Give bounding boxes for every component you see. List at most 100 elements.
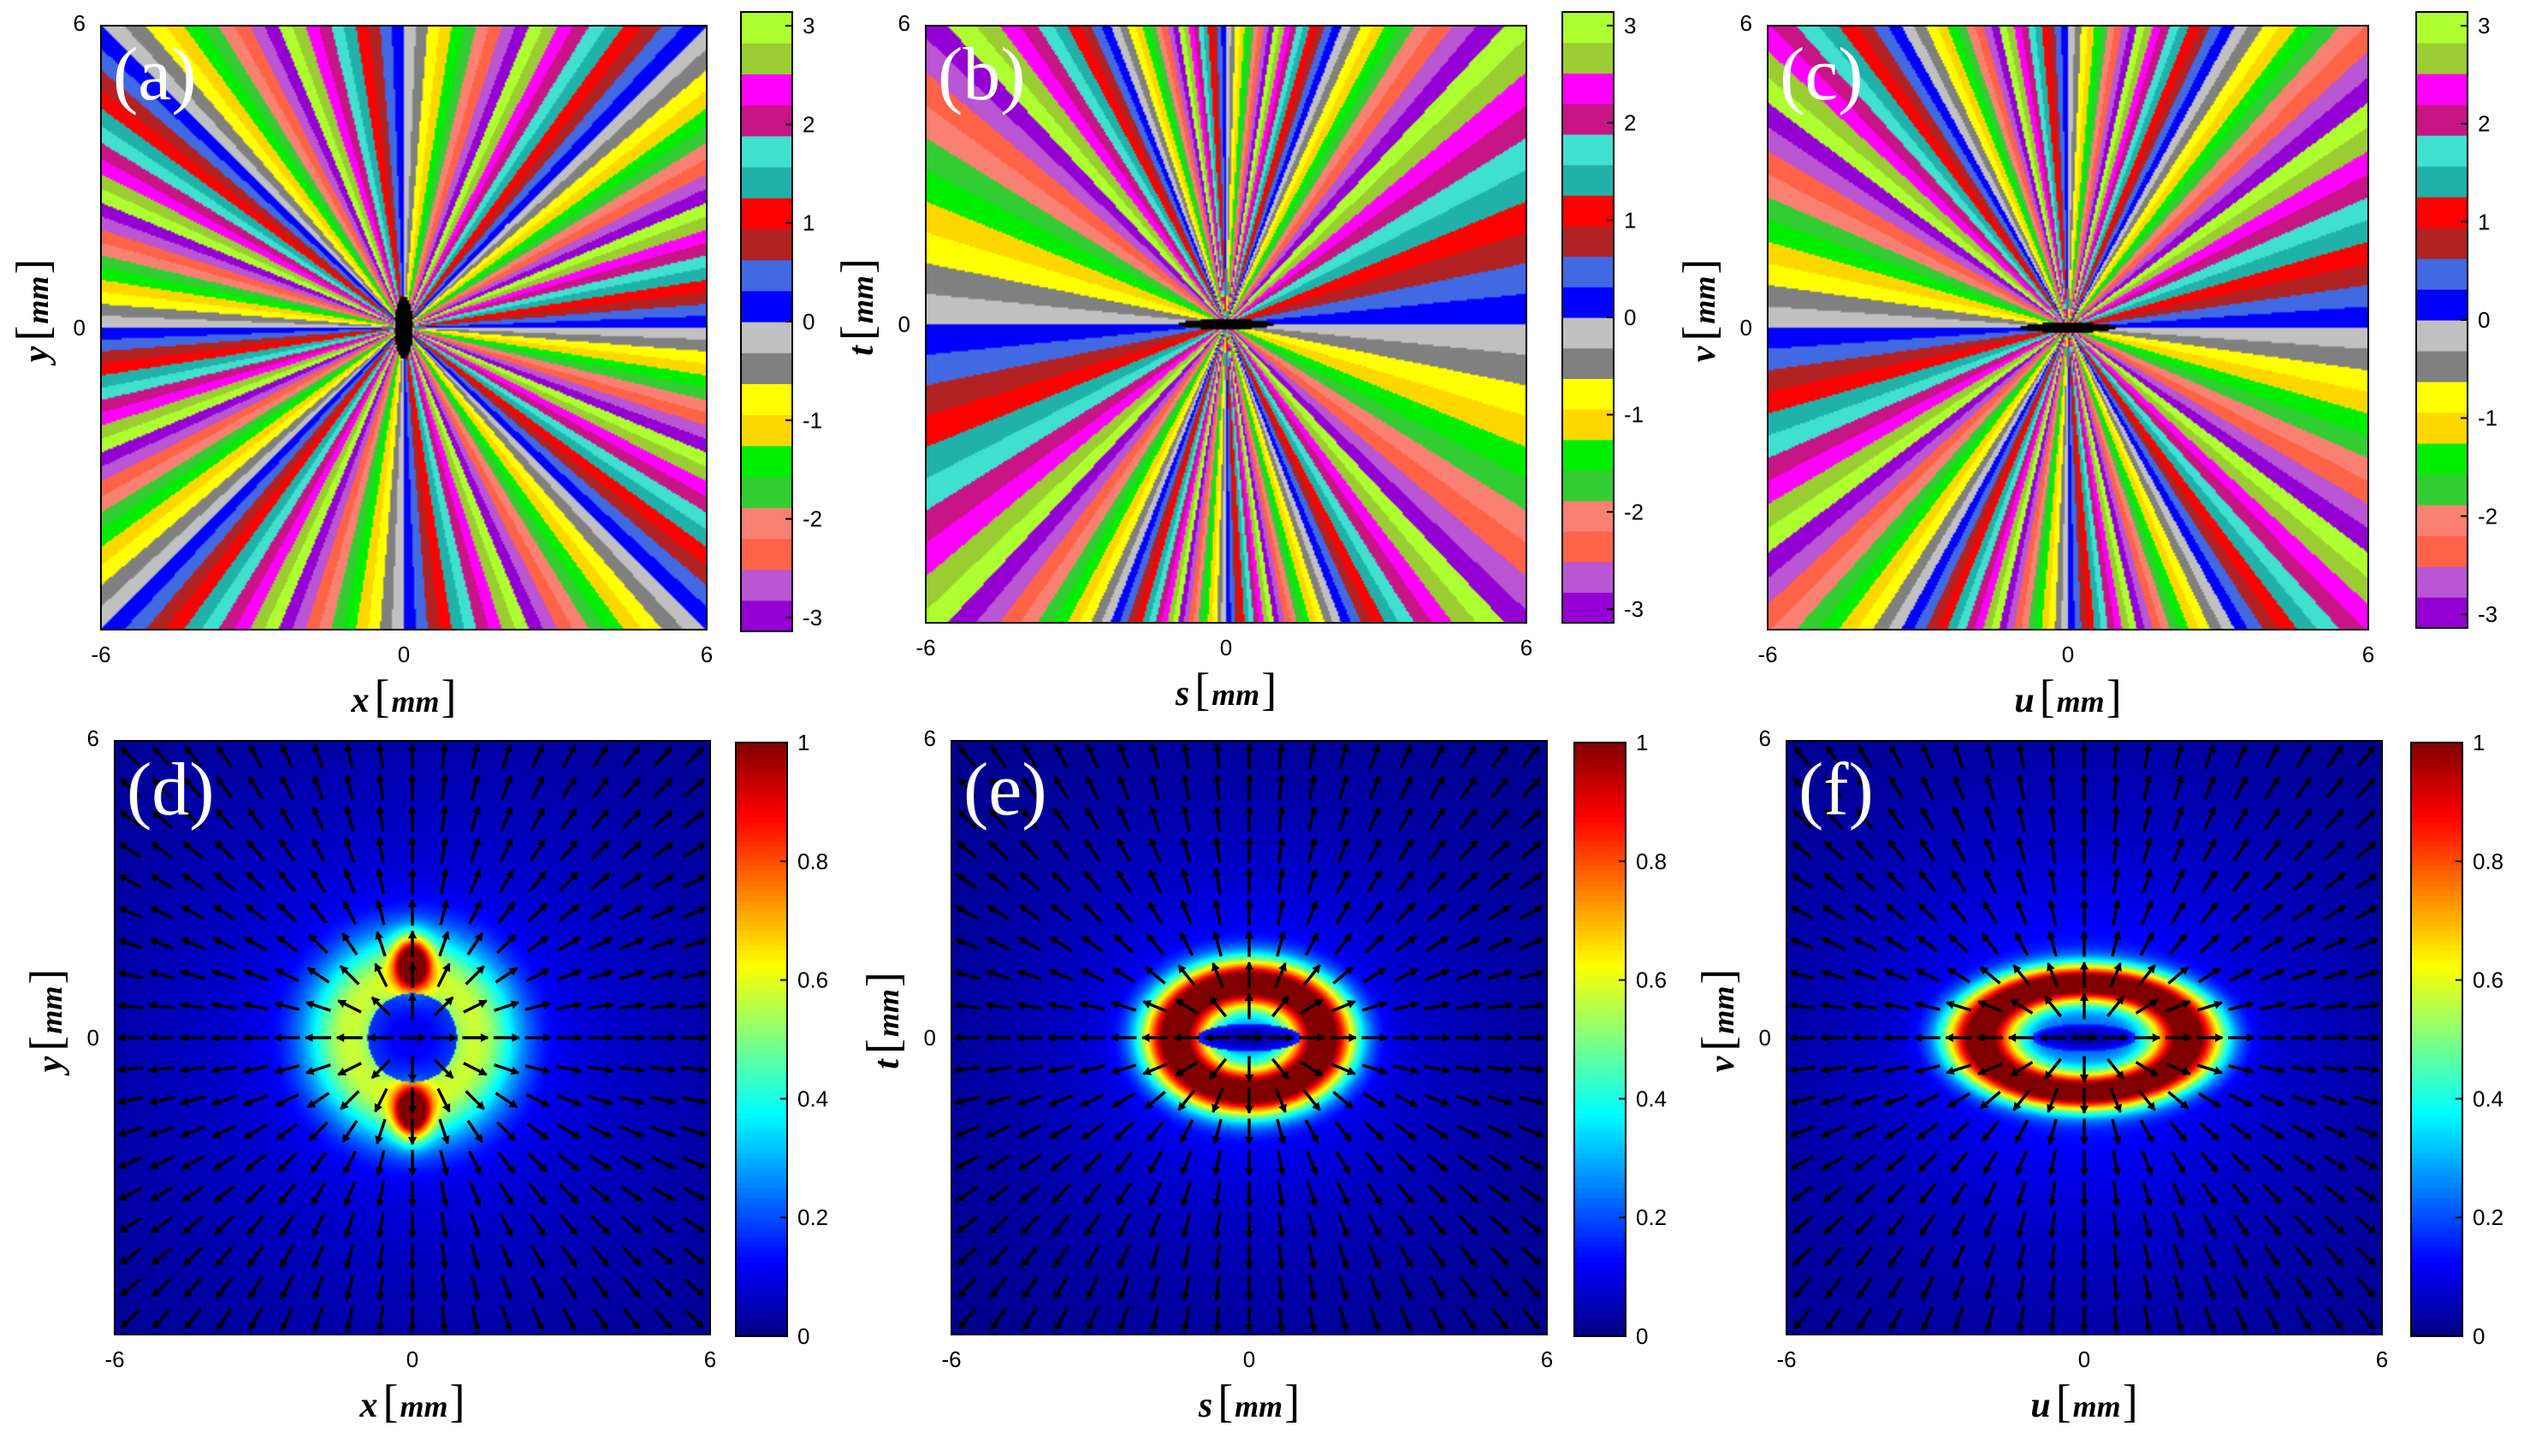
arrow-head [2245,1066,2254,1075]
colorbar-segment [741,600,792,632]
arrow-head [600,776,609,786]
arrow-head [1342,1133,1352,1143]
arrow-head [1148,868,1157,879]
arrow-head [956,841,966,850]
colorbar-segment [2411,861,2462,867]
arrow-head [1212,1167,1222,1176]
colorbar-segment [2411,777,2462,784]
arrow-head [407,1074,418,1083]
colorbar-segment [2411,762,2462,768]
colorbar-tick-label: 0.8 [797,849,828,874]
arrow-head [210,1001,220,1010]
arrow-head [1887,839,1897,849]
arrow-head [150,1193,160,1202]
arrow-head [2337,905,2347,914]
arrow-head [2239,1290,2248,1300]
colorbar-segment [1574,940,1626,946]
colorbar-segment [1574,1246,1626,1253]
arrow-head [471,1292,481,1301]
colorbar-segment [1574,885,1626,892]
colorbar-segment [1574,1024,1626,1031]
arrow-head [120,1319,130,1329]
arrow-head [632,1257,642,1267]
arrow-head [1180,868,1189,878]
arrow-head [344,1323,353,1333]
arrow-head [472,805,482,815]
arrow-head [537,870,547,880]
arrow-head [1405,838,1414,849]
arrow-head [183,1257,193,1267]
arrow-head [2210,934,2220,944]
arrow-head [700,1033,708,1043]
arrow-head [1502,1193,1511,1203]
colorbar-segment [2411,1237,2462,1243]
y-axis-label: y[mm] [7,259,58,367]
arrow-head [2079,898,2089,908]
colorbar-segment [2411,1276,2462,1283]
colorbar-segment [736,1232,787,1239]
arrow-head [117,938,127,947]
arrow-head [2336,840,2345,850]
x-tick-label: -6 [1776,1347,1796,1372]
arrow-head [1533,1161,1543,1169]
arrow-head [278,870,287,880]
arrow-head [953,1065,963,1074]
arrow-head [2304,840,2314,849]
arrow-head [989,808,998,818]
arrow-head [2367,1257,2377,1266]
colorbar-segment [736,1039,787,1045]
colorbar-segment [2416,43,2468,74]
colorbar-segment [736,1104,787,1110]
colorbar-segment [2411,901,2462,907]
arrow-head [1502,1129,1513,1139]
arrow-head [148,938,158,946]
arrow-head [696,810,706,820]
arrow-head [1983,1197,1992,1207]
arrow-head [1378,1000,1388,1009]
arrow-head [472,1197,482,1207]
arrow-head [1440,968,1450,978]
arrow-head [957,777,967,787]
arrow-head [1147,901,1157,910]
colorbar-segment [2416,12,2468,44]
colorbar-segment [2411,1034,2462,1040]
arrow-head [505,837,513,848]
arrow-head [280,807,288,817]
arrow-head [1148,837,1158,847]
arrow-head [2302,1321,2311,1331]
panel-label: (d) [127,749,215,832]
arrow-head [1982,1133,1991,1143]
colorbar-segment [736,1128,787,1134]
arrow-head [305,1033,313,1043]
colorbar-tick-label: 0.4 [2473,1086,2503,1111]
arrow-head [1016,968,1027,978]
arrow-head [440,773,449,783]
axes-frame [1786,740,2383,1335]
colorbar-segment [741,290,792,323]
colorbar-segment [736,836,787,843]
arrow-head [1823,840,1833,850]
arrow-head [2012,1101,2022,1111]
colorbar-segment [1574,1123,1626,1129]
arrow-head [1244,930,1254,938]
arrow-head [2176,1228,2185,1239]
x-axis-label: s [mm] [1175,664,1277,715]
colorbar-segment [736,1004,787,1011]
colorbar-segment [2411,1311,2462,1317]
arrow-head [1952,1259,1961,1270]
arrow-head [1374,1164,1383,1174]
colorbar-segment [2411,747,2462,754]
arrow-head [1340,1323,1349,1333]
arrow-head [699,1001,708,1010]
colorbar-tick-label: 0 [2473,1323,2485,1349]
arrow-head [1410,1066,1419,1075]
colorbar-segment [1574,821,1626,828]
arrow-head [184,1320,193,1330]
colorbar-segment [2416,166,2468,198]
colorbar-segment [736,1311,787,1317]
colorbar-segment [2411,1182,2462,1189]
arrow-head [2015,899,2024,909]
arrow-head [1117,1291,1126,1301]
